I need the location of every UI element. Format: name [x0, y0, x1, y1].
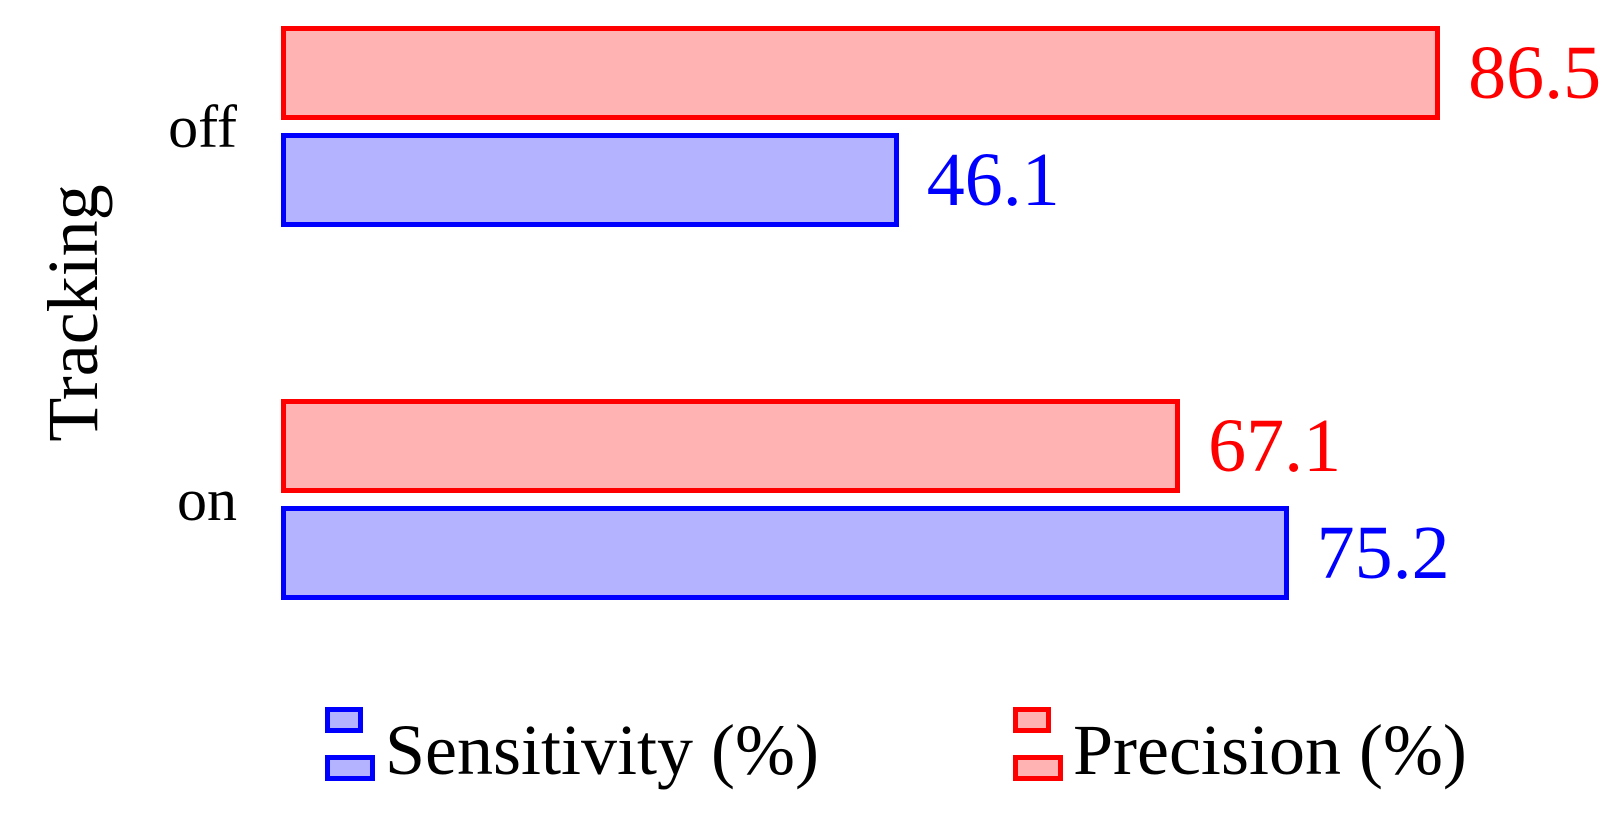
value-label-off-precision: 86.5 — [1468, 31, 1602, 115]
precision-swatch-icon — [1013, 707, 1068, 787]
bar-sensitivity-off — [281, 133, 899, 227]
bar-precision-on — [281, 399, 1181, 493]
tick-label-off: off — [168, 93, 237, 160]
value-label-on-precision: 67.1 — [1208, 404, 1342, 488]
legend-label-precision: Precision (%) — [1073, 710, 1467, 790]
value-label-on-sensitivity: 75.2 — [1316, 511, 1450, 595]
bar-precision-off — [281, 26, 1441, 120]
tick-label-on: on — [177, 466, 237, 533]
sensitivity-swatch-icon — [325, 707, 380, 787]
y-axis-label: Tracking — [33, 184, 113, 442]
bar-sensitivity-on — [281, 506, 1289, 600]
legend-label-sensitivity: Sensitivity (%) — [385, 710, 819, 790]
value-label-off-sensitivity: 46.1 — [926, 138, 1060, 222]
